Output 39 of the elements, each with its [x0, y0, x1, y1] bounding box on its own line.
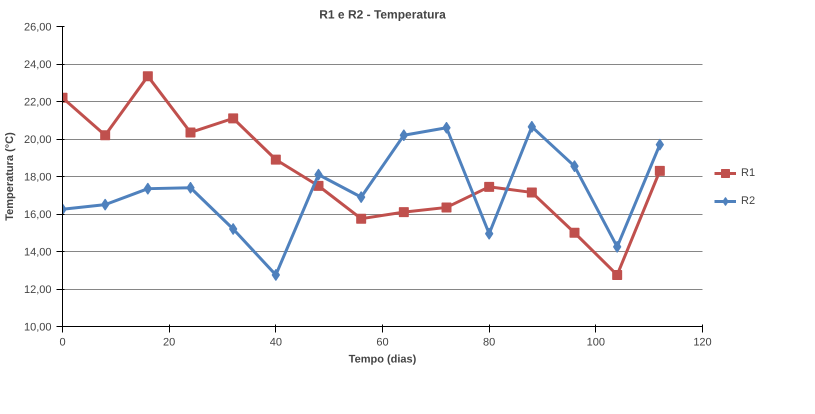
x-tick-label: 40	[270, 336, 282, 348]
y-tick-label: 26,00	[24, 22, 52, 34]
point	[186, 127, 196, 138]
y-tick-label: 14,00	[24, 246, 52, 258]
legend-label: R2	[741, 195, 756, 207]
point	[356, 214, 366, 224]
point	[229, 223, 238, 235]
y-tick-label: 10,00	[24, 322, 52, 334]
point	[442, 202, 452, 212]
x-tick-label: 0	[59, 336, 66, 348]
chart-title: R1 e R2 - Temperatura	[319, 8, 446, 22]
y-tick-label: 20,00	[24, 134, 52, 146]
y-tick-label: 18,00	[24, 172, 52, 184]
point	[484, 182, 494, 192]
point	[526, 187, 537, 198]
y-axis-title: Temperatura (°C)	[4, 132, 16, 221]
y-tick-label: 16,00	[24, 209, 52, 221]
point	[186, 182, 195, 194]
point	[270, 154, 281, 165]
x-tick-label: 120	[693, 336, 712, 348]
point	[100, 130, 110, 140]
y-tick-label: 22,00	[24, 96, 52, 108]
point	[612, 270, 622, 280]
y-tick-label: 24,00	[24, 59, 52, 71]
point	[570, 160, 579, 172]
point	[570, 228, 580, 238]
point	[442, 122, 451, 134]
point	[398, 207, 409, 218]
point	[228, 113, 238, 124]
y-tick-label: 12,00	[24, 284, 52, 296]
x-tick-label: 20	[163, 336, 176, 348]
point	[314, 168, 323, 181]
point	[142, 71, 153, 82]
x-tick-label: 100	[586, 336, 606, 348]
x-tick-label: 60	[376, 336, 389, 348]
x-tick-label: 80	[483, 336, 496, 348]
point	[654, 166, 665, 176]
x-axis-title: Tempo (dias)	[348, 354, 417, 366]
legend-label: R1	[741, 167, 756, 179]
